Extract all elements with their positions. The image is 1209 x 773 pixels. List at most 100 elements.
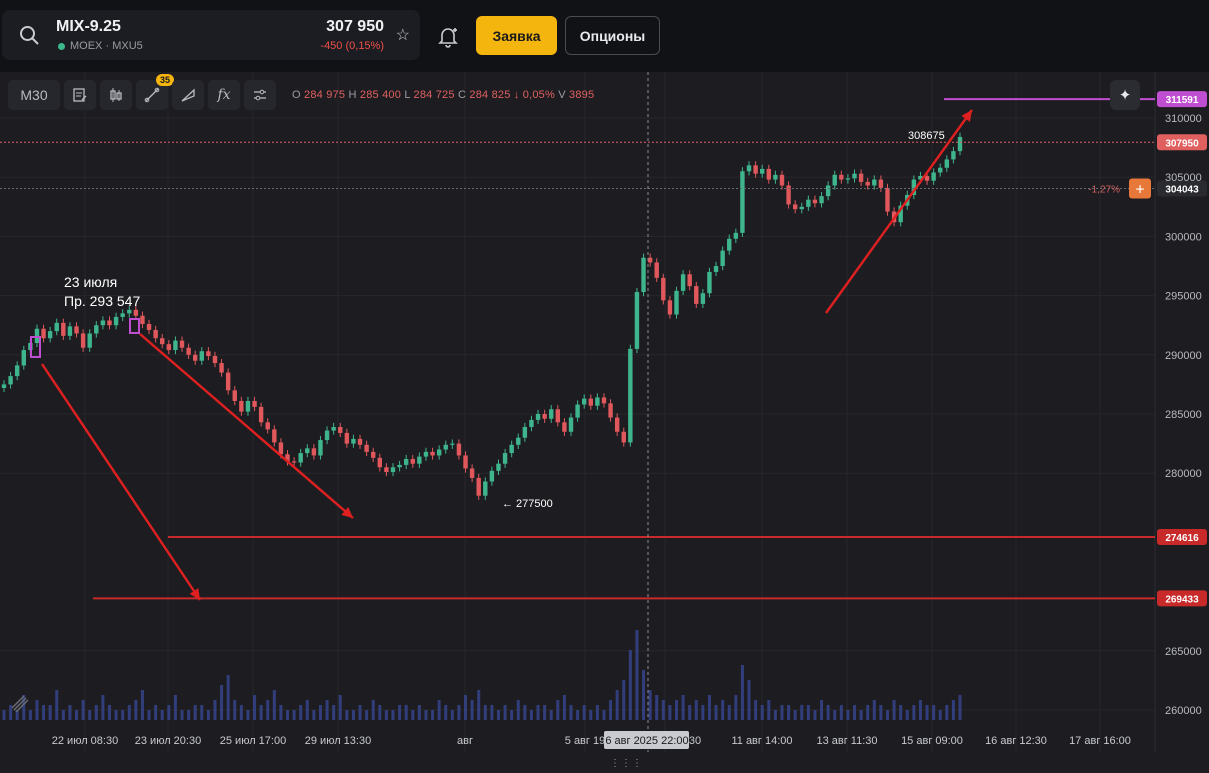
candles-icon[interactable] bbox=[100, 80, 132, 110]
candle bbox=[469, 468, 475, 478]
alert-bell-icon[interactable] bbox=[436, 24, 460, 48]
trend-arrow bbox=[139, 333, 354, 519]
volume-bar bbox=[200, 705, 204, 720]
price-change: -450 (0,15%) bbox=[320, 40, 384, 52]
candle bbox=[311, 448, 317, 456]
candle bbox=[674, 290, 679, 315]
volume-bar bbox=[167, 705, 171, 720]
candle bbox=[212, 355, 218, 364]
candle bbox=[549, 409, 554, 419]
volume-bar bbox=[22, 695, 26, 720]
volume-bar bbox=[655, 695, 659, 720]
chart-toolbar: M30 35 fx bbox=[8, 74, 276, 112]
volume-bar bbox=[523, 705, 527, 720]
volume-bar bbox=[48, 705, 52, 720]
time-tick-label: 25 июл 17:00 bbox=[220, 735, 286, 747]
volume-bar bbox=[582, 705, 586, 720]
volume-bar bbox=[543, 705, 547, 720]
volume-bar bbox=[134, 700, 138, 720]
candle bbox=[186, 347, 191, 355]
time-tick-label: 5 авг 19 bbox=[565, 735, 605, 747]
volume-bar bbox=[213, 700, 217, 720]
volume-bar bbox=[246, 710, 250, 720]
candle bbox=[140, 315, 145, 325]
volume-bar bbox=[2, 710, 6, 720]
candle bbox=[364, 444, 369, 452]
indicators-fx-icon[interactable]: fx bbox=[208, 80, 240, 110]
last-price: 307 950 bbox=[326, 18, 384, 35]
candle bbox=[14, 365, 20, 377]
volume-bar bbox=[299, 705, 303, 720]
draw-list-icon[interactable] bbox=[64, 80, 96, 110]
volume-bar bbox=[325, 700, 329, 720]
ohlc-high: 285 400 bbox=[359, 89, 402, 101]
shapes-tool-icon[interactable] bbox=[172, 80, 204, 110]
price-tag-label: 307950 bbox=[1165, 138, 1199, 149]
candle bbox=[502, 453, 508, 464]
volume-bar bbox=[226, 675, 230, 720]
candle bbox=[621, 431, 626, 443]
volume-bar bbox=[569, 705, 573, 720]
volume-bar bbox=[556, 700, 560, 720]
candle bbox=[423, 451, 429, 457]
ticker-selector[interactable]: MIX-9.25 MOEX · MXU5 307 950 -450 (0,15%… bbox=[2, 10, 420, 60]
volume-bar bbox=[114, 710, 118, 720]
volume-bar bbox=[681, 695, 685, 720]
options-button[interactable]: Опционы bbox=[565, 16, 660, 55]
volume-bar bbox=[951, 700, 955, 720]
volume-bar bbox=[668, 705, 672, 720]
candle bbox=[839, 174, 844, 180]
volume-bar bbox=[740, 665, 744, 720]
ticker-name: MIX-9.25 bbox=[56, 18, 121, 35]
candle bbox=[232, 390, 237, 401]
ai-sparkle-icon[interactable]: ✦ bbox=[1110, 80, 1140, 110]
ohlc-low: 284 725 bbox=[413, 89, 455, 101]
candle bbox=[760, 168, 765, 174]
candle bbox=[845, 178, 851, 180]
time-tick-label: 23 июл 20:30 bbox=[135, 735, 201, 747]
volume-bar bbox=[312, 710, 316, 720]
candle bbox=[436, 449, 442, 456]
resize-handle-icon[interactable]: ⋮⋮⋮ bbox=[610, 758, 643, 769]
candle bbox=[496, 463, 501, 471]
volume-bar bbox=[107, 705, 111, 720]
order-button[interactable]: Заявка bbox=[476, 16, 557, 55]
price-tick-label: 280000 bbox=[1165, 468, 1202, 480]
candle bbox=[318, 440, 323, 456]
volume-bar bbox=[773, 710, 777, 720]
volume-bar bbox=[464, 695, 468, 720]
trend-arrow bbox=[41, 363, 201, 601]
candle bbox=[173, 340, 178, 351]
candle bbox=[371, 451, 376, 458]
candle bbox=[825, 185, 831, 197]
time-tick-label: 15 авг 09:00 bbox=[901, 735, 963, 747]
volume-bar bbox=[68, 705, 72, 720]
volume-bar bbox=[266, 700, 270, 720]
candle bbox=[54, 322, 59, 332]
settings-sliders-icon[interactable] bbox=[244, 80, 276, 110]
volume-bar bbox=[437, 700, 441, 720]
volume-bar bbox=[925, 705, 929, 720]
volume-bar bbox=[576, 710, 580, 720]
candle bbox=[489, 470, 495, 482]
candle bbox=[324, 430, 330, 441]
volume-bar bbox=[259, 705, 263, 720]
volume-bar bbox=[503, 705, 507, 720]
price-tag bbox=[1157, 528, 1207, 545]
volume-bar bbox=[391, 710, 395, 720]
timeframe-button[interactable]: M30 bbox=[8, 80, 60, 110]
volume-bar bbox=[365, 710, 369, 720]
volume-bar bbox=[121, 710, 125, 720]
volume-bar bbox=[892, 700, 896, 720]
candle bbox=[819, 196, 824, 204]
price-chart[interactable]: 311591 307950 304043 274616 269433 + -1,27% 23 … bbox=[0, 72, 1209, 773]
volume-bar bbox=[483, 705, 487, 720]
price-tag-label: 304043 bbox=[1165, 185, 1199, 196]
volume-bar bbox=[253, 695, 257, 720]
volume-bar bbox=[345, 710, 349, 720]
exchange-label: MOEX bbox=[70, 40, 103, 52]
trendline-tool-icon[interactable]: 35 bbox=[136, 74, 174, 110]
volume-bar bbox=[272, 690, 276, 720]
favorite-star-icon[interactable]: ☆ bbox=[395, 27, 410, 44]
volume-bar bbox=[338, 695, 342, 720]
